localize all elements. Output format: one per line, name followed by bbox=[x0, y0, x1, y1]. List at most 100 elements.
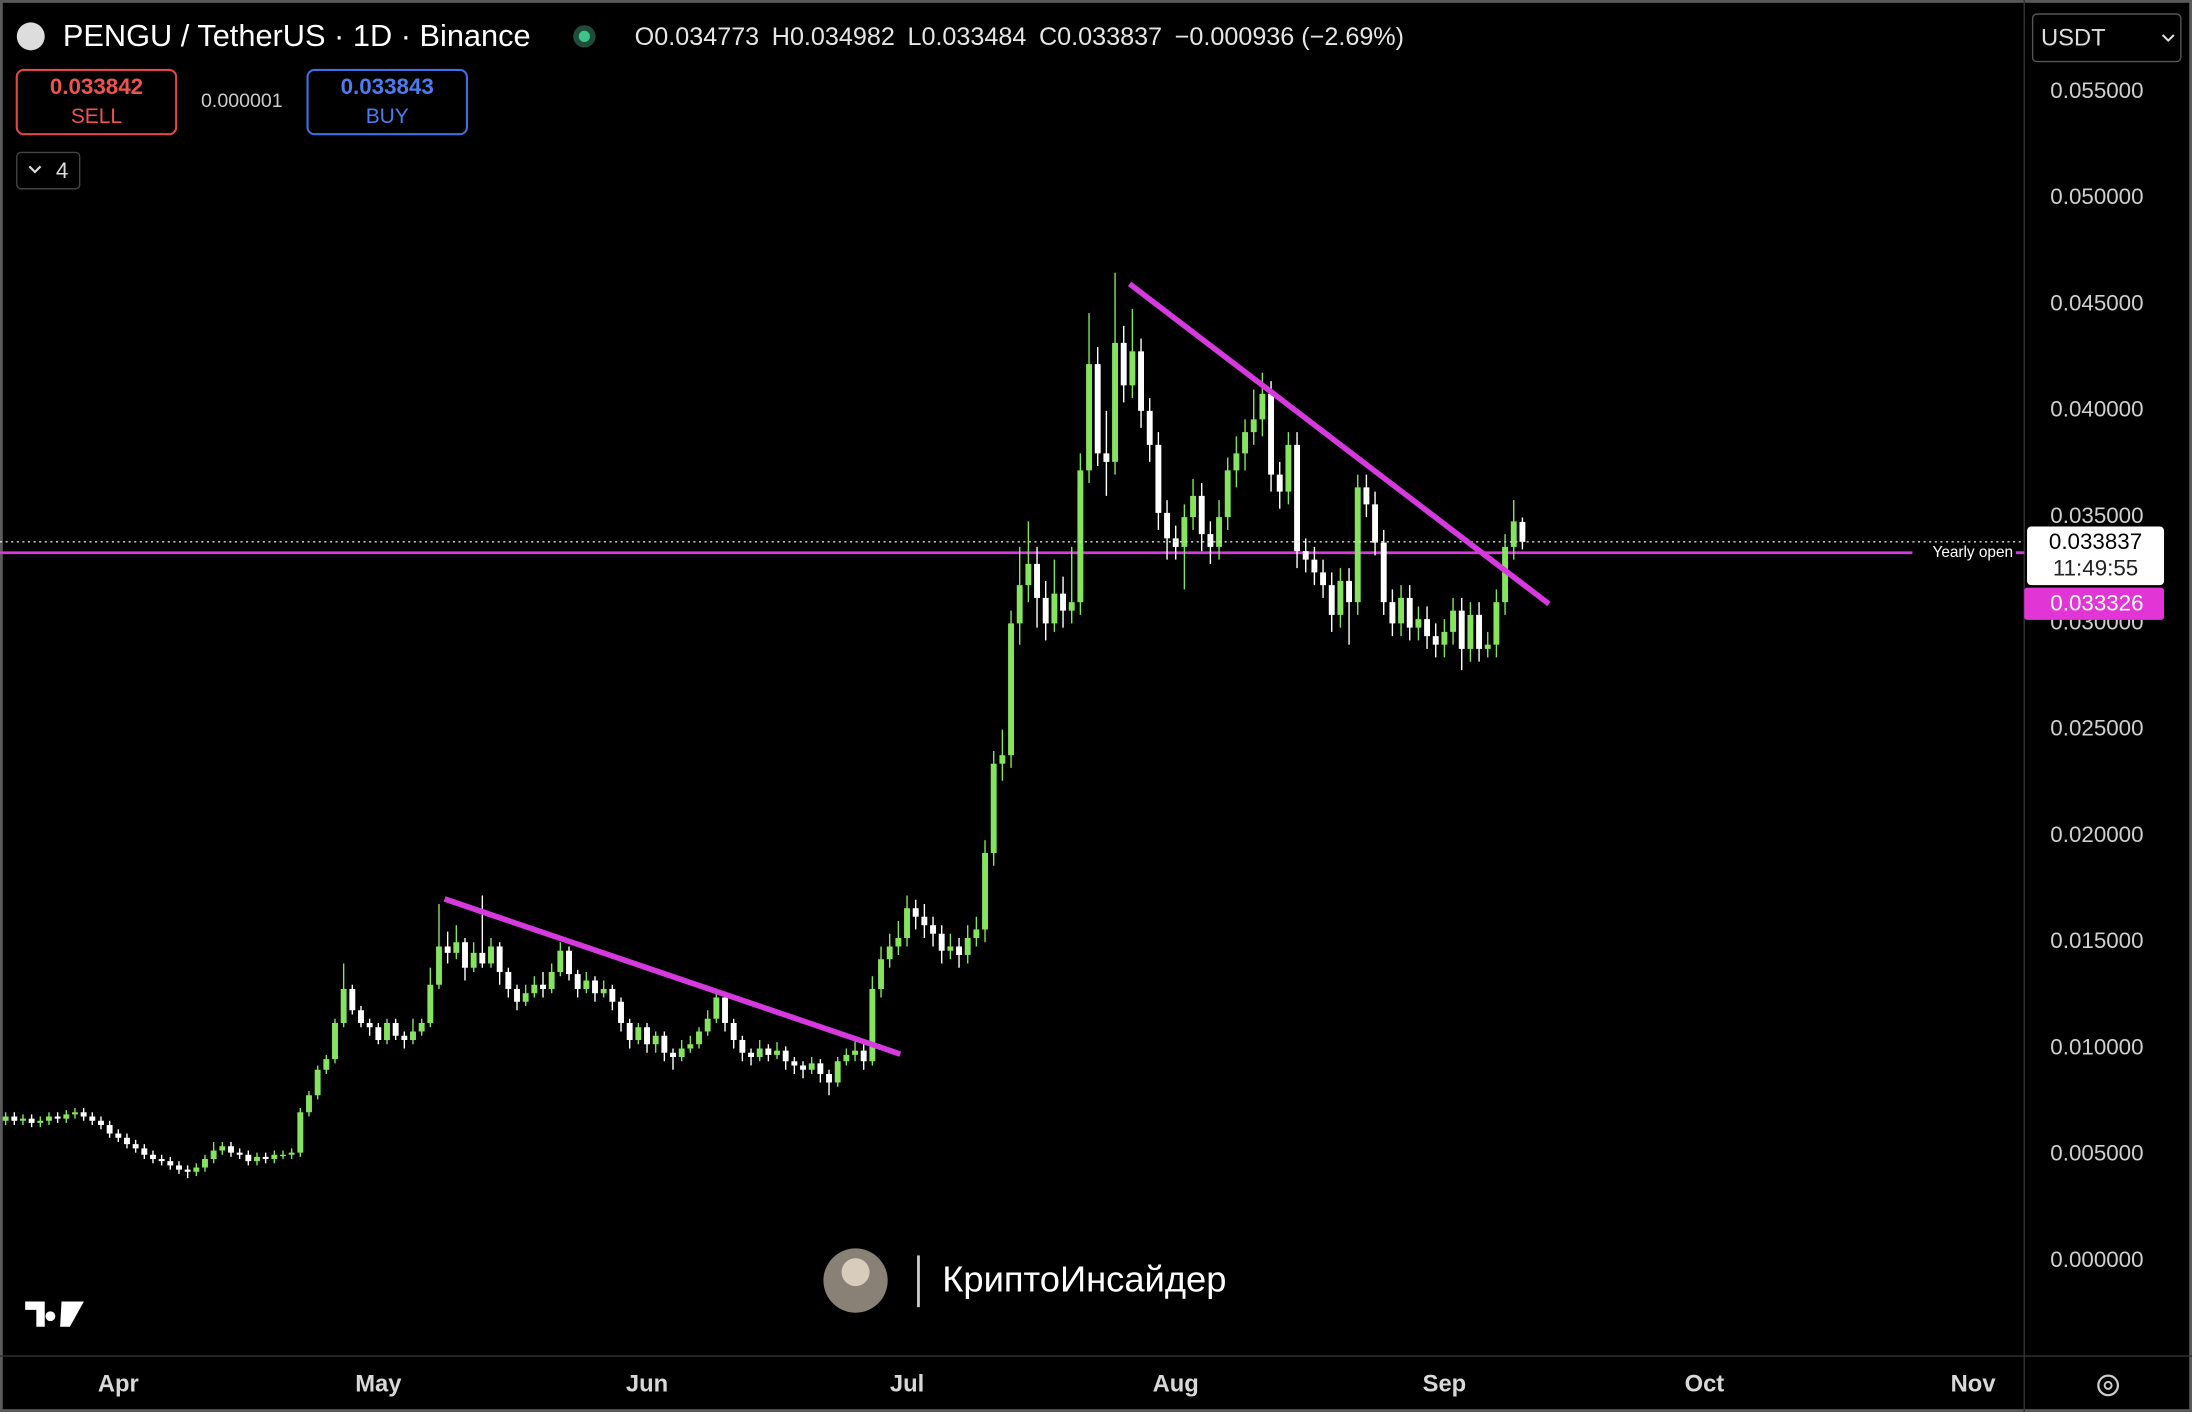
candle-body bbox=[1346, 580, 1353, 603]
ohlc-label: H bbox=[772, 22, 790, 50]
candle-body bbox=[1432, 636, 1439, 645]
buy-button[interactable]: 0.033843 BUY bbox=[306, 68, 468, 136]
candle-body bbox=[999, 755, 1006, 764]
candle-body bbox=[1103, 453, 1110, 462]
candle-body bbox=[1042, 597, 1049, 624]
ohlc-legend: O0.034773 H0.034982 L0.033484 C0.033837 −0.0… bbox=[635, 22, 1404, 50]
spread: 0.000001 bbox=[201, 90, 283, 112]
sell-button[interactable]: 0.033842 SELL bbox=[15, 68, 178, 136]
candle-body bbox=[1242, 432, 1249, 454]
countdown-label: 11:49:55 bbox=[2053, 556, 2138, 581]
candle-body bbox=[254, 1156, 260, 1162]
candle-body bbox=[1476, 614, 1483, 649]
candle-body bbox=[150, 1154, 156, 1160]
candle-body bbox=[1016, 585, 1023, 624]
candle-body bbox=[1233, 453, 1240, 471]
candle-body bbox=[46, 1116, 52, 1121]
candle-body bbox=[782, 1050, 789, 1062]
candle-body bbox=[687, 1044, 694, 1049]
candle-body bbox=[956, 946, 962, 955]
ohlc-label: O bbox=[635, 22, 655, 50]
settings-button[interactable] bbox=[2097, 1374, 2120, 1397]
candle-body bbox=[1328, 585, 1335, 615]
candle-body bbox=[1415, 619, 1422, 628]
candle-body bbox=[574, 974, 581, 989]
candle-body bbox=[1484, 644, 1491, 649]
candle-body bbox=[297, 1112, 304, 1153]
ohlc-label: C bbox=[1039, 22, 1057, 50]
candle-body bbox=[366, 1022, 373, 1028]
candle-body bbox=[236, 1152, 243, 1155]
currency-box bbox=[2031, 13, 2182, 63]
last-price-box bbox=[2027, 526, 2165, 586]
candle-body bbox=[774, 1050, 780, 1055]
currency-label: USDT bbox=[2041, 24, 2106, 51]
candle-body bbox=[323, 1059, 330, 1070]
candle-body bbox=[600, 988, 607, 994]
yearly-open-box bbox=[2024, 587, 2165, 620]
candle-body bbox=[1294, 444, 1301, 552]
indicators-toggle[interactable]: 4 bbox=[16, 151, 81, 190]
candle-body bbox=[436, 946, 442, 985]
currency-select[interactable]: USDT bbox=[2031, 13, 2182, 63]
chevron-icon bbox=[2161, 34, 2175, 43]
candle-body bbox=[470, 952, 477, 968]
candle-body bbox=[1493, 602, 1500, 645]
y-tick-label: 0.015000 bbox=[2050, 928, 2143, 953]
ohlc-label: L bbox=[907, 22, 921, 50]
sell-price: 0.033842 bbox=[50, 74, 143, 99]
candle-body bbox=[1259, 393, 1266, 420]
candle-body bbox=[392, 1022, 399, 1036]
candle-body bbox=[1398, 597, 1405, 624]
status-dot bbox=[578, 30, 590, 42]
candle-body bbox=[1363, 487, 1370, 505]
candle-body bbox=[704, 1018, 711, 1032]
candle-body bbox=[271, 1154, 278, 1160]
candle-body bbox=[826, 1074, 832, 1083]
candle-body bbox=[1068, 602, 1075, 611]
gear-icon bbox=[2097, 1374, 2120, 1397]
candle-body bbox=[964, 937, 971, 955]
candle-body bbox=[28, 1118, 35, 1123]
candle-body bbox=[626, 1022, 633, 1040]
candle-body bbox=[739, 1039, 746, 1053]
candle-body bbox=[314, 1069, 321, 1096]
candle-body bbox=[410, 1031, 416, 1040]
symbol-logo bbox=[16, 22, 45, 51]
indicators-box bbox=[16, 151, 81, 190]
ohlc-value: 0.034982 bbox=[790, 22, 895, 50]
candle-body bbox=[193, 1167, 200, 1172]
candle-body bbox=[488, 946, 494, 964]
tradingview-logo bbox=[25, 1301, 84, 1327]
gear-center bbox=[2103, 1380, 2113, 1390]
y-tick-label: 0.005000 bbox=[2050, 1141, 2143, 1166]
trend-line bbox=[443, 896, 902, 1057]
candle-body bbox=[1129, 351, 1136, 386]
candle-body bbox=[1155, 444, 1162, 513]
candle-body bbox=[895, 937, 902, 947]
x-tick-label: May bbox=[355, 1371, 402, 1398]
candle-body bbox=[505, 971, 512, 989]
candle-body bbox=[11, 1116, 18, 1121]
candle-body bbox=[98, 1120, 104, 1126]
candle-body bbox=[1181, 517, 1188, 547]
candle-body bbox=[1086, 364, 1092, 471]
candle-body bbox=[722, 997, 728, 1023]
candle-body bbox=[713, 997, 720, 1019]
candle-body bbox=[973, 929, 980, 938]
candle-body bbox=[912, 908, 919, 917]
ohlc-value: 0.033484 bbox=[921, 22, 1026, 50]
candle-body bbox=[20, 1118, 26, 1121]
candle-body bbox=[1441, 631, 1448, 645]
y-tick-label: 0.045000 bbox=[2050, 290, 2143, 315]
candle-body bbox=[167, 1161, 174, 1166]
candle-body bbox=[219, 1146, 226, 1151]
candle-body bbox=[661, 1035, 668, 1053]
candle-body bbox=[1380, 542, 1387, 603]
candle-body bbox=[618, 1001, 624, 1023]
plot bbox=[0, 272, 2025, 1179]
candle-body bbox=[1198, 495, 1205, 535]
chevron-icon bbox=[28, 165, 42, 174]
y-tick-label: 0.000000 bbox=[2050, 1247, 2143, 1272]
